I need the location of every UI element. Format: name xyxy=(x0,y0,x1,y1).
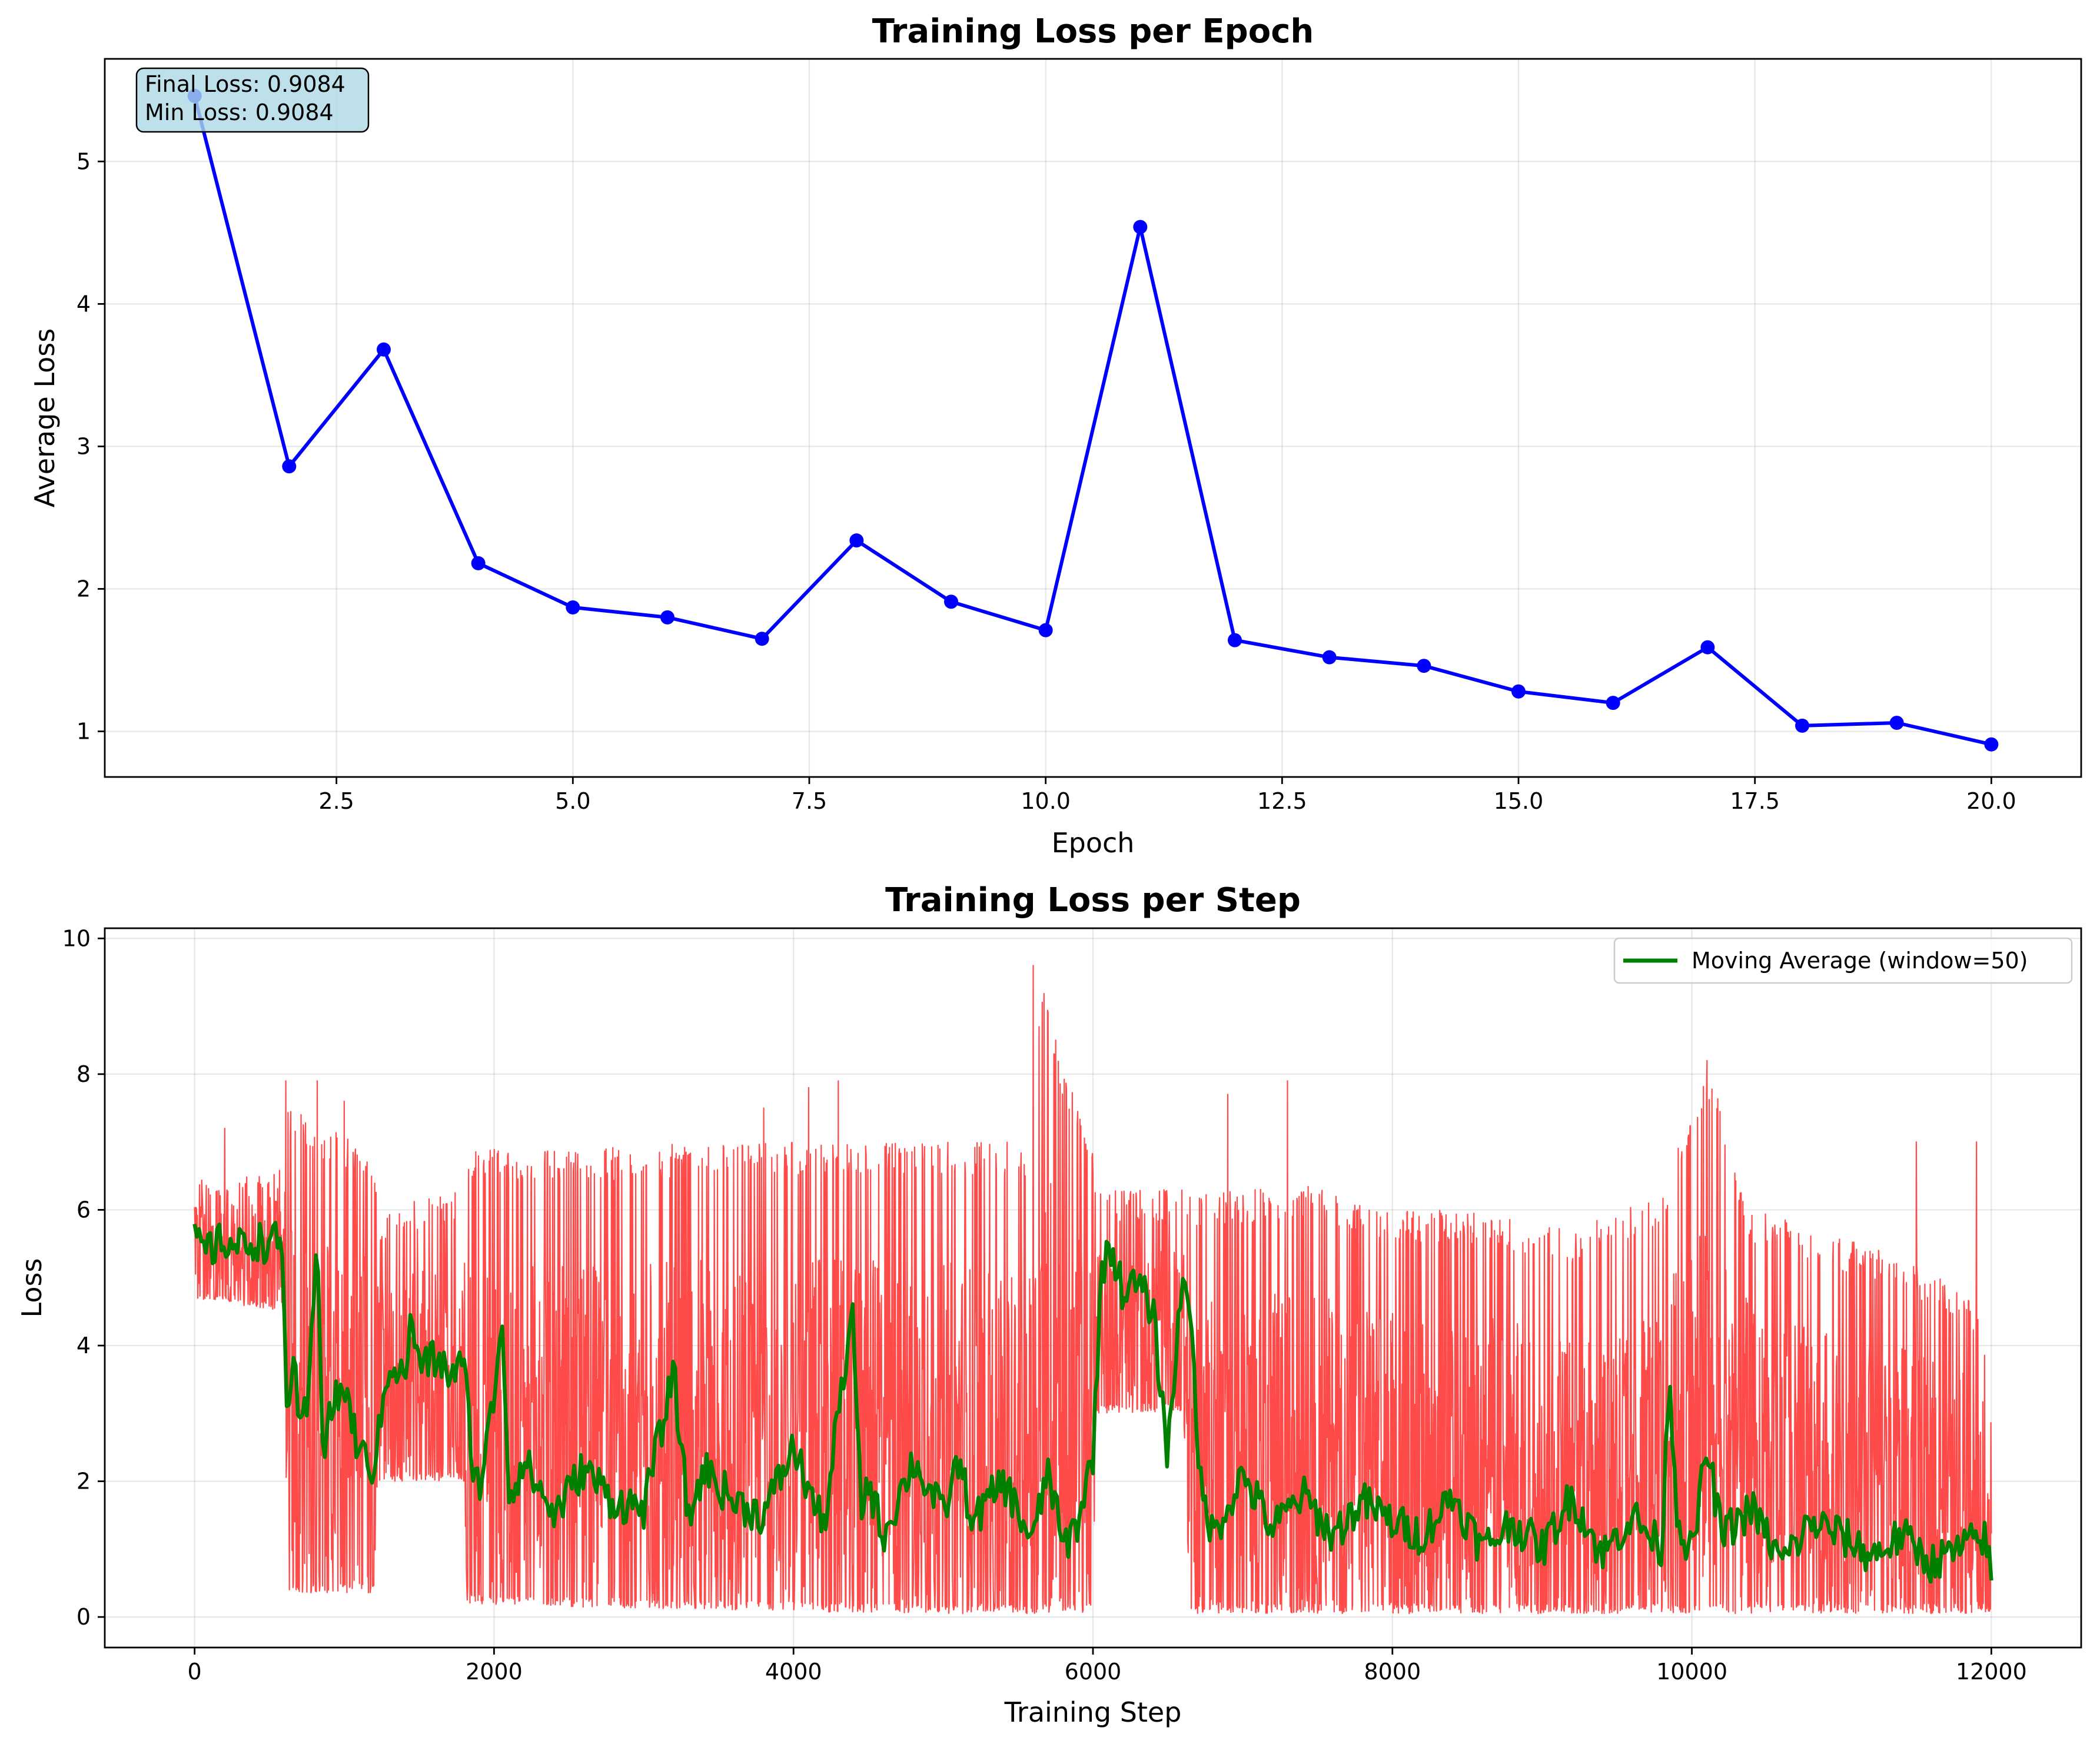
epoch-loss-point xyxy=(1700,640,1715,655)
epoch-y-axis-label: Average Loss xyxy=(29,328,61,507)
epoch-loss-point xyxy=(282,459,297,474)
loss-stats-box-background xyxy=(135,67,370,133)
epoch-loss-point xyxy=(1795,718,1810,733)
step-x-tick-label: 2000 xyxy=(466,1659,523,1685)
step-x-tick-label: 10000 xyxy=(1656,1659,1727,1685)
epoch-loss-point xyxy=(1984,737,1999,752)
epoch-loss-point xyxy=(1889,716,1904,730)
epoch-x-axis-label: Epoch xyxy=(1052,827,1135,859)
epoch-y-tick-label: 2 xyxy=(77,576,91,602)
epoch-loss-point xyxy=(471,556,486,570)
step-y-tick-label: 4 xyxy=(77,1333,91,1359)
epoch-loss-point xyxy=(566,600,580,615)
loss-stats-box: Final Loss: 0.9084 Min Loss: 0.9084 xyxy=(135,67,370,133)
epoch-x-tick-label: 12.5 xyxy=(1257,788,1307,814)
epoch-chart-title: Training Loss per Epoch xyxy=(872,12,1314,51)
step-y-tick-label: 2 xyxy=(77,1469,91,1494)
step-y-tick-label: 0 xyxy=(77,1604,91,1630)
epoch-loss-point xyxy=(1228,633,1242,647)
final-loss-text: Final Loss: 0.9084 xyxy=(145,71,345,97)
epoch-y-tick-label: 3 xyxy=(77,433,91,459)
epoch-loss-point xyxy=(755,632,769,646)
epoch-loss-point xyxy=(1322,650,1337,665)
epoch-chart-ticks: 2.5 5.0 7.5 10.0 12.5 15.0 17.5 20.0 1 2 3 4 5 xyxy=(77,148,2016,814)
epoch-x-tick-label: 2.5 xyxy=(318,788,354,814)
step-chart-data xyxy=(192,965,1993,1615)
epoch-loss-point xyxy=(1606,696,1620,710)
epoch-chart-data xyxy=(187,88,1999,752)
epoch-loss-point xyxy=(1038,623,1053,637)
epoch-y-tick-label: 5 xyxy=(77,148,91,174)
epoch-loss-point xyxy=(1417,659,1431,673)
epoch-loss-point xyxy=(849,533,864,548)
epoch-x-tick-label: 15.0 xyxy=(1494,788,1544,814)
epoch-loss-point xyxy=(376,342,391,357)
legend-moving-average-label: Moving Average (window=50) xyxy=(1692,948,2028,974)
step-x-tick-label: 0 xyxy=(188,1659,202,1685)
step-y-tick-label: 6 xyxy=(77,1197,91,1223)
epoch-x-tick-label: 20.0 xyxy=(1966,788,2016,814)
epoch-x-tick-label: 7.5 xyxy=(792,788,827,814)
step-y-axis-label: Loss xyxy=(16,1258,48,1318)
step-x-tick-label: 8000 xyxy=(1364,1659,1421,1685)
epoch-loss-point xyxy=(943,594,958,609)
epoch-chart-grid xyxy=(105,59,2081,777)
step-x-tick-label: 4000 xyxy=(765,1659,822,1685)
step-y-tick-label: 10 xyxy=(62,925,91,951)
moving-average-line xyxy=(192,1221,1993,1584)
epoch-loss-point xyxy=(1133,220,1148,234)
step-y-tick-label: 8 xyxy=(77,1061,91,1087)
epoch-chart-frame xyxy=(104,58,2082,778)
step-chart-title: Training Loss per Step xyxy=(885,881,1301,919)
step-chart-ticks: 0 2000 4000 6000 8000 10000 12000 0 2 4 6 8 10 xyxy=(62,925,2027,1685)
epoch-loss-line xyxy=(192,95,1992,746)
step-x-tick-label: 12000 xyxy=(1956,1659,2027,1685)
step-x-tick-label: 6000 xyxy=(1065,1659,1122,1685)
step-loss-line xyxy=(194,965,1992,1615)
epoch-x-tick-label: 5.0 xyxy=(555,788,590,814)
legend-box xyxy=(1613,937,2073,984)
epoch-loss-chart: Training Loss per Epoch 2.5 5.0 7.5 10.0 12.… xyxy=(29,12,2082,859)
epoch-loss-point xyxy=(1511,684,1526,699)
step-x-axis-label: Training Step xyxy=(1004,1696,1182,1728)
step-loss-chart: Training Loss per Step 0 2000 4000 6000 8000… xyxy=(16,881,2082,1728)
epoch-y-tick-label: 1 xyxy=(77,719,91,745)
epoch-x-tick-label: 17.5 xyxy=(1730,788,1780,814)
step-chart-legend: Moving Average (window=50) xyxy=(1613,937,2073,984)
epoch-x-tick-label: 10.0 xyxy=(1021,788,1071,814)
min-loss-text: Min Loss: 0.9084 xyxy=(145,99,334,125)
epoch-y-tick-label: 4 xyxy=(77,291,91,317)
epoch-loss-point xyxy=(660,610,674,625)
